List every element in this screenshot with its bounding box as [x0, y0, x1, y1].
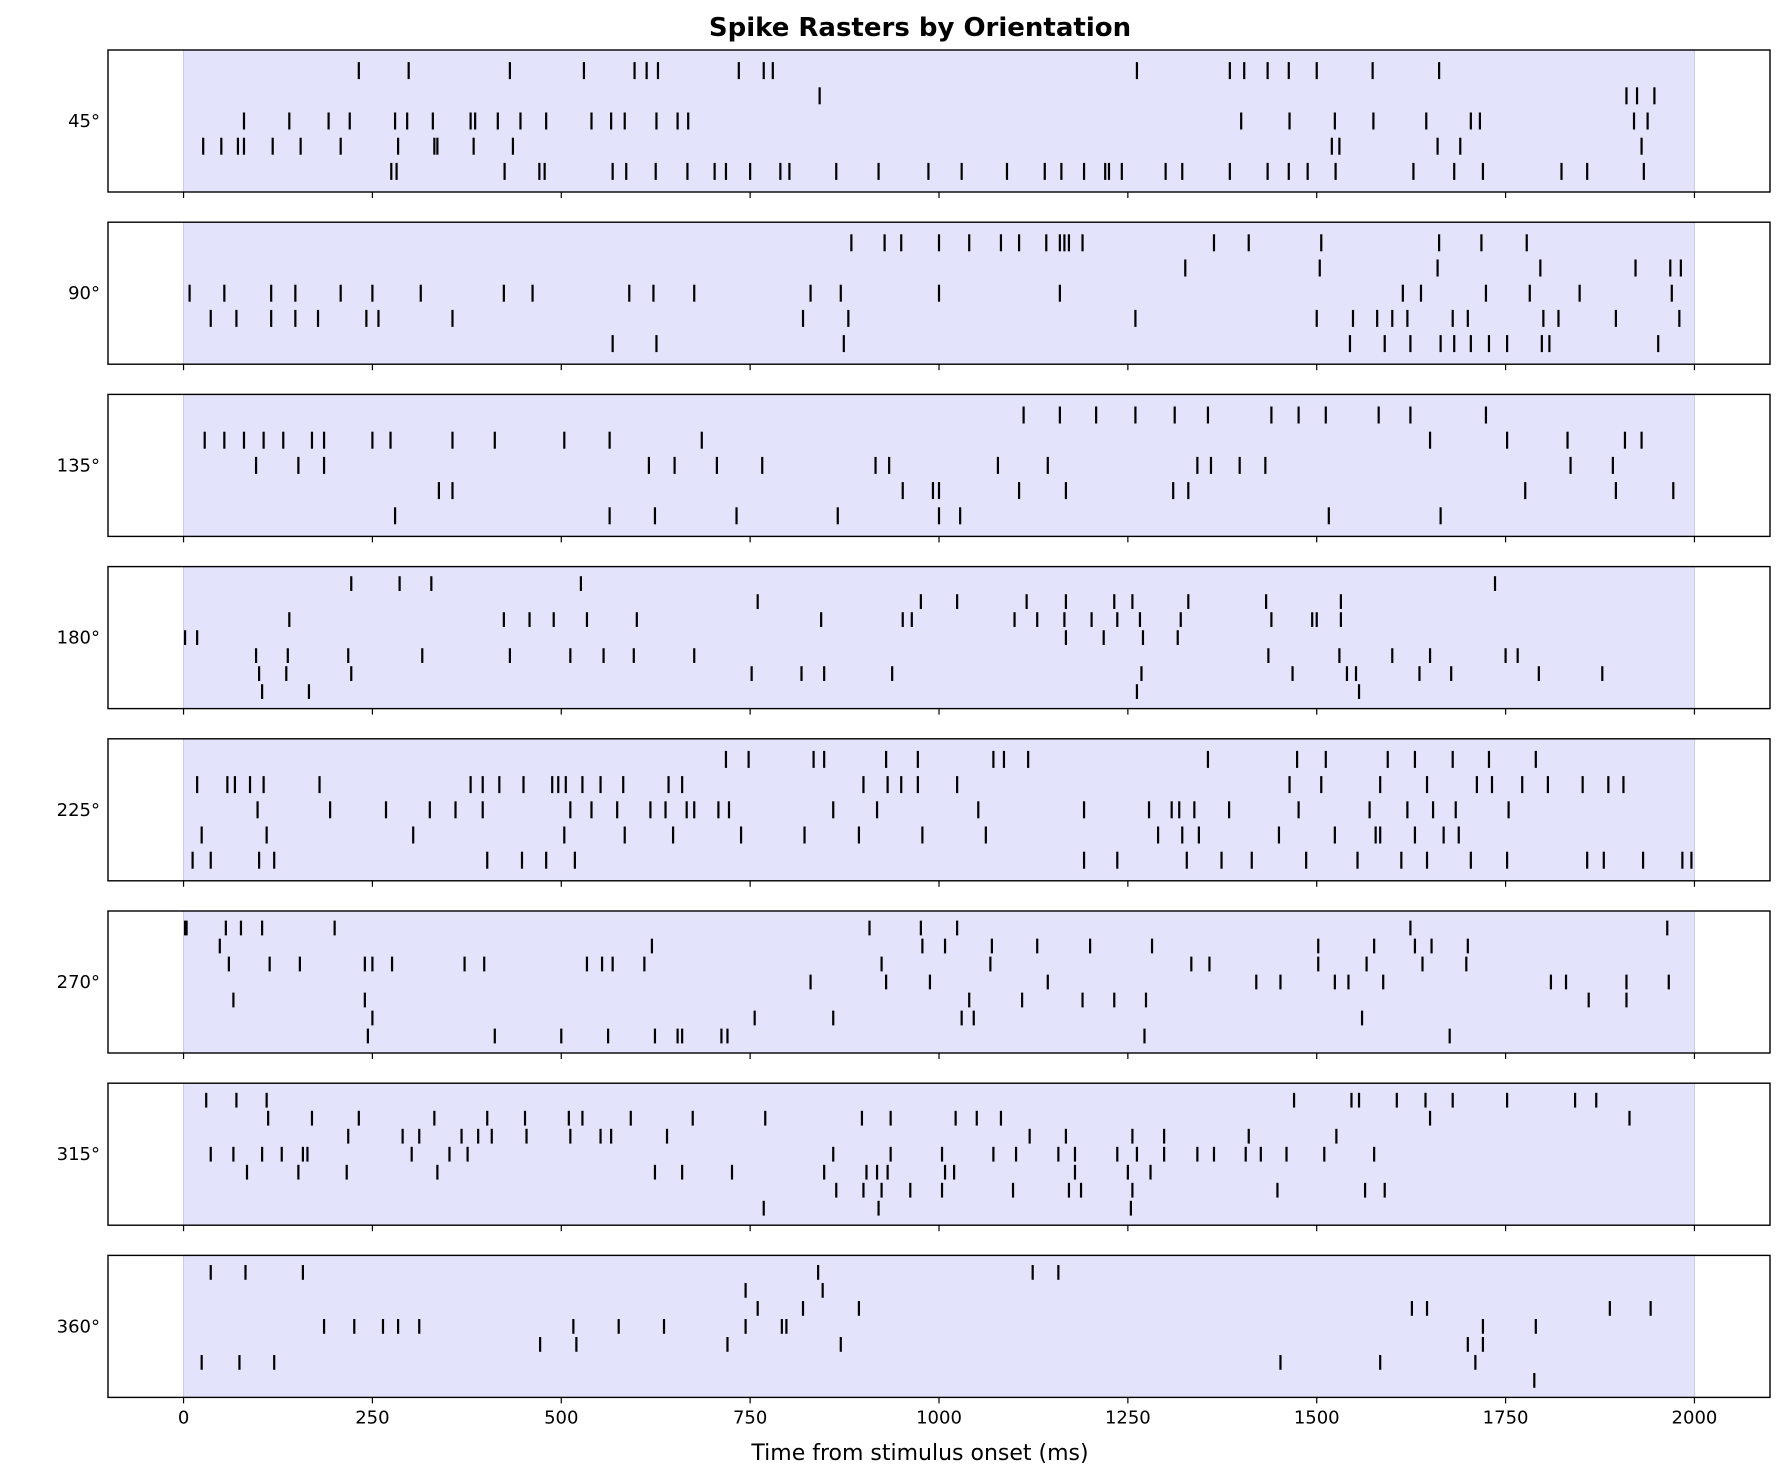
stimulus-window	[183, 49, 1695, 193]
panel-label: 225°	[57, 800, 100, 821]
x-axis-label: Time from stimulus onset (ms)	[750, 1441, 1088, 1466]
panel-label: 270°	[57, 972, 100, 993]
panel-7: 360°	[57, 1254, 1771, 1399]
x-tick-label: 1500	[1294, 1407, 1340, 1428]
panel-0: 45°	[68, 49, 1771, 198]
panel-label: 135°	[57, 455, 100, 476]
x-tick-label: 500	[544, 1407, 578, 1428]
x-tick-label: 0	[178, 1407, 189, 1428]
x-tick-label: 1000	[916, 1407, 962, 1428]
panel-4: 225°	[57, 738, 1771, 887]
x-tick-label: 1750	[1483, 1407, 1529, 1428]
chart-title: Spike Rasters by Orientation	[709, 13, 1131, 43]
panel-5: 270°	[57, 910, 1771, 1059]
panel-1: 90°	[68, 221, 1771, 371]
stimulus-window	[183, 738, 1695, 882]
panel-label: 45°	[68, 111, 100, 132]
panel-label: 90°	[68, 283, 100, 304]
panel-2: 135°	[57, 393, 1771, 543]
x-tick-label: 250	[355, 1407, 389, 1428]
stimulus-window	[183, 910, 1695, 1054]
x-axis: 0 250 500 750 1000 1250 1500 1750 2000	[178, 1397, 1718, 1428]
stimulus-window	[183, 1254, 1695, 1398]
panel-label: 360°	[57, 1316, 100, 1337]
x-tick-label: 2000	[1672, 1407, 1718, 1428]
stimulus-window	[183, 1082, 1695, 1226]
panel-label: 315°	[57, 1144, 100, 1165]
raster-panels: 45° 90° 135° 180° 225° 270° 315° 360°	[57, 49, 1771, 1399]
x-tick-label: 750	[733, 1407, 767, 1428]
x-tick-label: 1250	[1105, 1407, 1151, 1428]
panel-label: 180°	[57, 628, 100, 649]
panel-3: 180°	[57, 565, 1771, 715]
stimulus-window	[183, 566, 1695, 710]
panel-6: 315°	[57, 1082, 1771, 1232]
